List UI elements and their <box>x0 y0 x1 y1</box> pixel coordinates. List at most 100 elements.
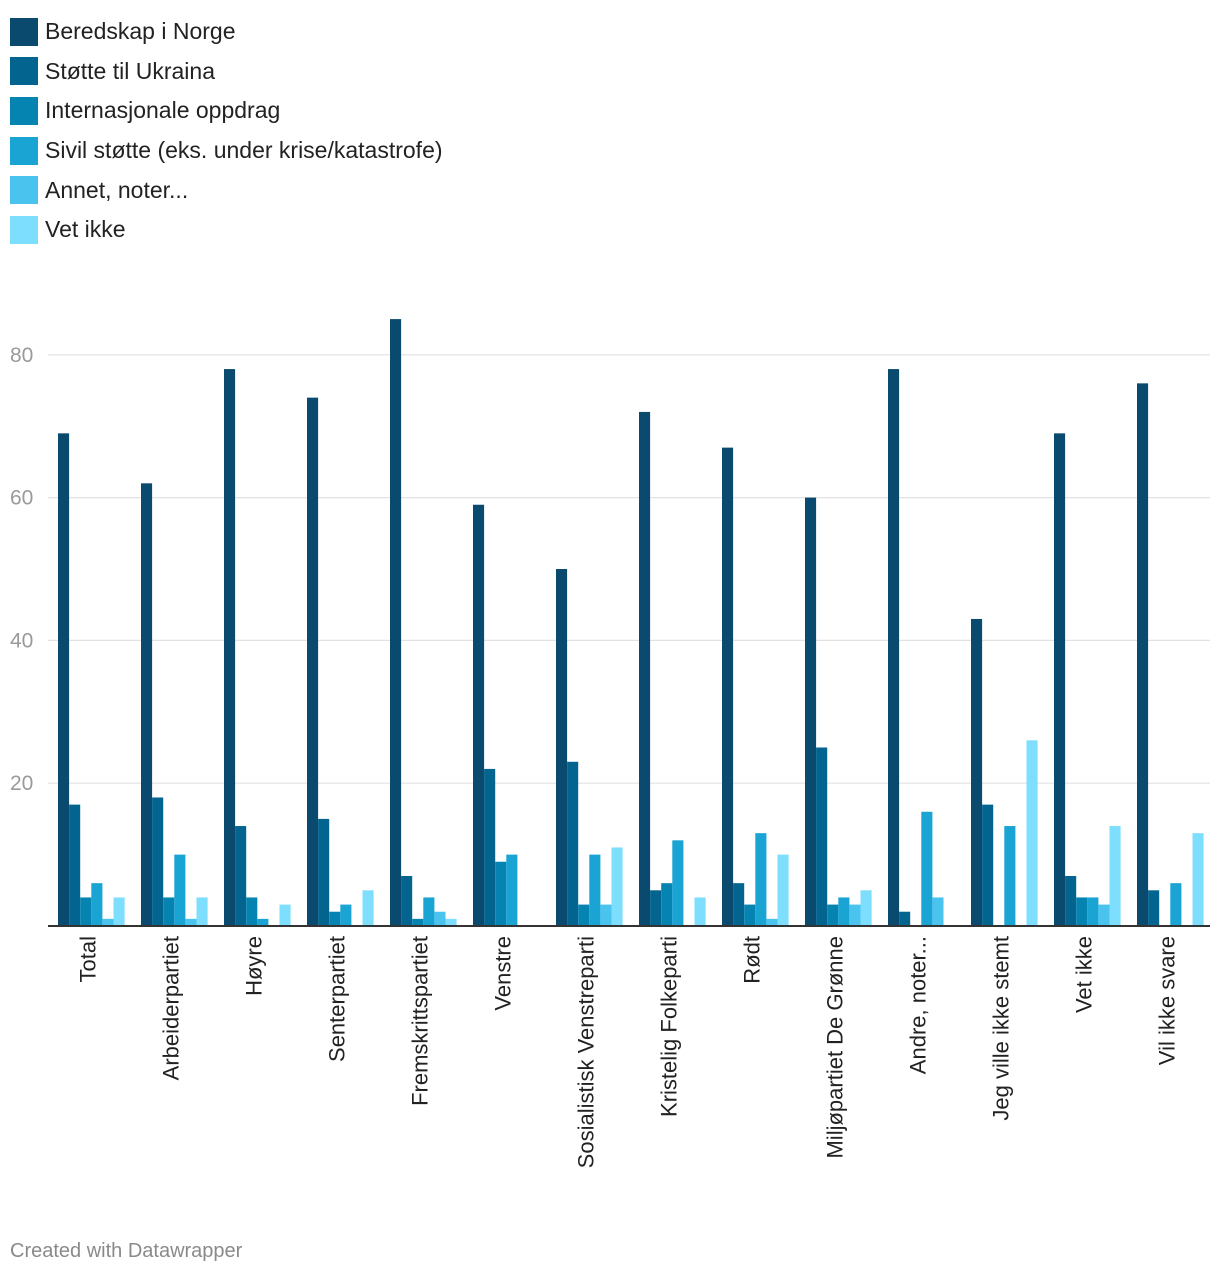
bar <box>838 897 850 926</box>
bar <box>578 904 590 926</box>
legend-swatch <box>10 17 38 46</box>
bar <box>777 854 789 926</box>
bar <box>1004 826 1016 926</box>
bar <box>932 897 944 926</box>
bar <box>672 840 684 926</box>
bar <box>163 897 175 926</box>
x-tick-label: Fremskrittspartiet <box>407 936 432 1106</box>
y-tick-label: 40 <box>10 629 33 652</box>
bar <box>982 804 994 926</box>
bar <box>279 904 291 926</box>
bar <box>888 369 900 927</box>
legend-swatch <box>10 176 38 205</box>
bar <box>971 618 983 926</box>
legend-label: Internasjonale oppdrag <box>45 97 281 124</box>
bar <box>257 918 269 926</box>
bar <box>362 890 374 926</box>
bar <box>473 504 485 926</box>
bar <box>434 911 446 926</box>
legend-item: Internasjonale oppdrag <box>10 91 443 131</box>
bar <box>224 369 236 927</box>
x-tick-label: Andre, noter... <box>905 936 930 1074</box>
legend-label: Sivil støtte (eks. under krise/katastrof… <box>45 137 443 164</box>
bar <box>484 768 496 926</box>
bar <box>1137 383 1149 926</box>
bar <box>805 497 817 926</box>
legend-label: Annet, noter... <box>45 176 189 203</box>
y-tick-label: 80 <box>10 344 33 367</box>
bar <box>766 918 778 926</box>
bar <box>340 904 352 926</box>
bar <box>1098 904 1110 926</box>
bar <box>611 847 623 926</box>
bar <box>91 883 103 926</box>
bar <box>152 797 164 926</box>
bar <box>185 918 197 926</box>
bar <box>827 904 839 926</box>
x-tick-label: Senterpartiet <box>324 936 349 1062</box>
bar <box>1148 890 1160 926</box>
legend-label: Beredskap i Norge <box>45 18 236 45</box>
bar <box>816 747 828 926</box>
bar <box>650 890 662 926</box>
legend-item: Annet, noter... <box>10 170 443 210</box>
bar <box>69 804 81 926</box>
bar <box>141 483 153 926</box>
bar <box>58 433 70 926</box>
bar <box>445 918 457 926</box>
bar <box>235 826 247 926</box>
bar <box>722 447 734 926</box>
legend-swatch <box>10 136 38 165</box>
bar <box>639 411 651 926</box>
bar <box>860 890 872 926</box>
bar <box>174 854 186 926</box>
bar <box>113 897 125 926</box>
x-tick-label: Jeg ville ikke stemt <box>988 936 1013 1121</box>
bar <box>102 918 114 926</box>
bar <box>567 761 579 926</box>
legend-item: Beredskap i Norge <box>10 12 443 52</box>
bar <box>1192 833 1204 926</box>
bar <box>196 897 208 926</box>
x-tick-label: Høyre <box>241 936 266 996</box>
bar <box>755 833 767 926</box>
legend-label: Støtte til Ukraina <box>45 57 215 84</box>
bar <box>412 918 424 926</box>
credit-text: Created with Datawrapper <box>10 1240 243 1262</box>
bar <box>307 397 319 926</box>
bar <box>1076 897 1088 926</box>
x-tick-label: Kristelig Folkeparti <box>656 936 681 1117</box>
bar <box>556 569 568 926</box>
bar <box>80 897 92 926</box>
x-tick-label: Sosialistisk Venstreparti <box>573 936 598 1168</box>
legend-item: Støtte til Ukraina <box>10 52 443 92</box>
bar <box>744 904 756 926</box>
legend-label: Vet ikke <box>45 216 126 243</box>
legend-swatch <box>10 57 38 86</box>
legend-item: Sivil støtte (eks. under krise/katastrof… <box>10 131 443 171</box>
bar <box>1065 876 1077 926</box>
bar <box>589 854 601 926</box>
bar <box>661 883 673 926</box>
bar <box>506 854 518 926</box>
bar <box>1026 740 1038 926</box>
y-tick-label: 20 <box>10 772 33 795</box>
x-tick-label: Vet ikke <box>1071 936 1096 1013</box>
bar <box>733 883 745 926</box>
bar <box>899 911 911 926</box>
bar <box>1087 897 1099 926</box>
x-tick-label: Rødt <box>739 936 764 984</box>
legend-item: Vet ikke <box>10 210 443 250</box>
legend-swatch <box>10 96 38 125</box>
bar <box>329 911 341 926</box>
legend-swatch <box>10 215 38 244</box>
bar <box>318 818 330 926</box>
bar <box>390 319 402 927</box>
bar <box>694 897 706 926</box>
bar <box>495 861 507 926</box>
y-tick-label: 60 <box>10 487 33 510</box>
x-tick-label: Arbeiderpartiet <box>158 936 183 1080</box>
bar <box>423 897 435 926</box>
bar <box>1054 433 1066 926</box>
